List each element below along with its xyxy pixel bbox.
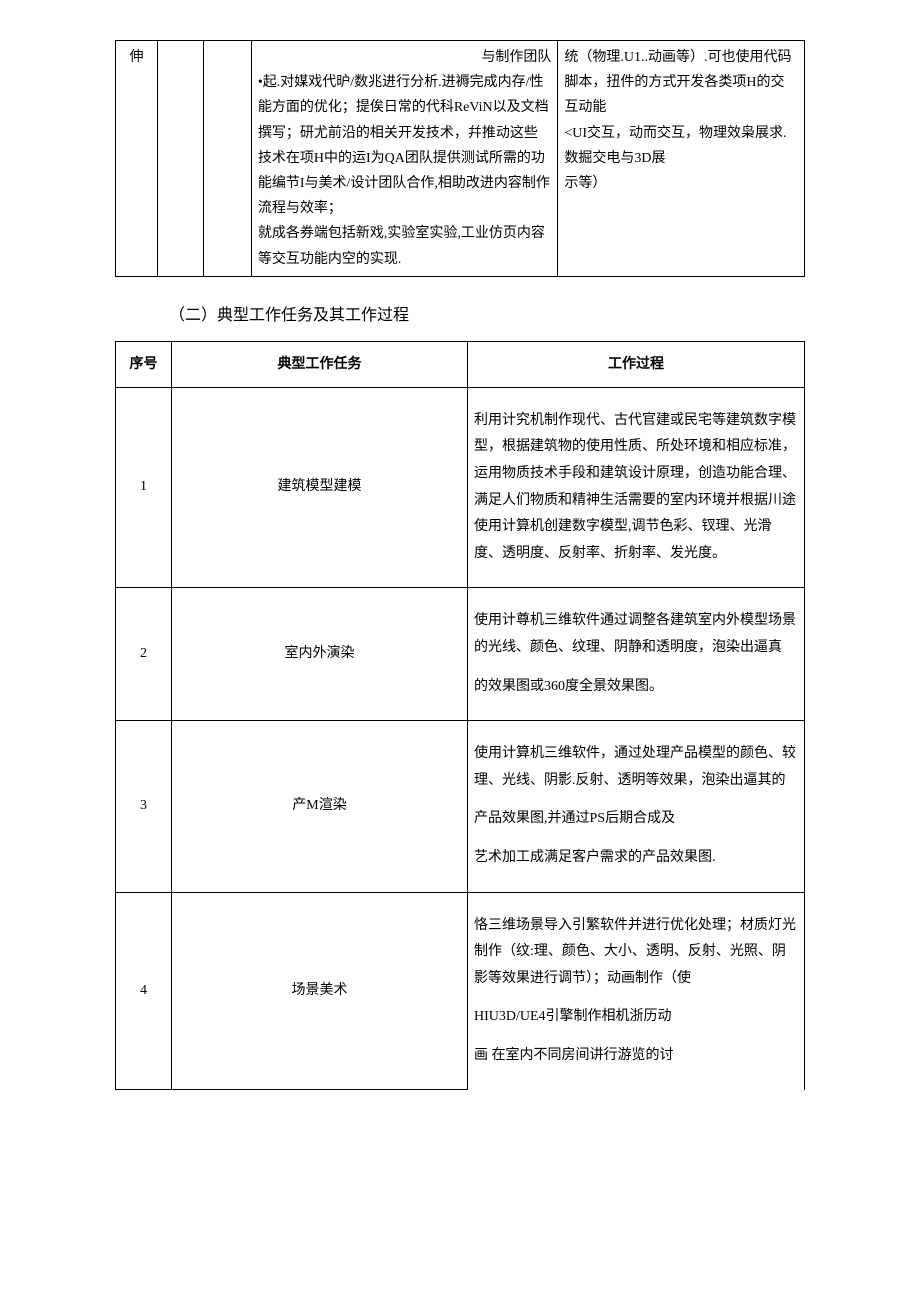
section-heading: （二）典型工作任务及其工作过程 (115, 277, 805, 341)
text-line: •起.对媒戏代昈/数兆进行分析.进褥完成内存/性能方面的优化；提俟日常的代科Re… (258, 70, 552, 221)
text-paragraph: HIU3D/UE4引擎制作相机浙历动 (474, 1004, 798, 1031)
header-task: 典型工作任务 (172, 341, 468, 387)
cell-number: 4 (116, 892, 172, 1089)
cell-task: 场景美术 (172, 892, 468, 1089)
cell-number: 2 (116, 588, 172, 721)
table-row: 3 产M渲染 使用计算机三维软件，通过处理产品模型的颜色、较理、光线、阴影.反射… (116, 721, 805, 892)
table-row: 4 场景美术 恪三维场景导入引繁软件并进行优化处理；材质灯光制作（纹:理、颜色、… (116, 892, 805, 1089)
text-paragraph: 使用计算机三维软件，通过处理产品模型的颜色、较理、光线、阴影.反射、透明等效果，… (474, 741, 798, 794)
cell-task: 室内外演染 (172, 588, 468, 721)
header-process: 工作过程 (468, 341, 805, 387)
cell-task: 建筑模型建模 (172, 387, 468, 588)
text-line: 统（物理.U1..动画等）.可也使用代码脚本，扭件的方式开发各类项H的交互动能 (564, 45, 798, 121)
text-paragraph: 恪三维场景导入引繁软件并进行优化处理；材质灯光制作（纹:理、颜色、大小、透明、反… (474, 913, 798, 993)
table-header-row: 序号 典型工作任务 工作过程 (116, 341, 805, 387)
job-description-table: 伸 与制作团队 •起.对媒戏代昈/数兆进行分析.进褥完成内存/性能方面的优化；提… (115, 40, 805, 277)
cell-process: 利用计究机制作现代、古代官建或民宅等建筑数字模型，根据建筑物的使用性质、所处环境… (468, 387, 805, 588)
table-row: 1 建筑模型建模 利用计究机制作现代、古代官建或民宅等建筑数字模型，根据建筑物的… (116, 387, 805, 588)
text-paragraph: 产品效果图,并通过PS后期合成及 (474, 806, 798, 833)
cell-process: 使用计算机三维软件，通过处理产品模型的颜色、较理、光线、阴影.反射、透明等效果，… (468, 721, 805, 892)
document-page: 伸 与制作团队 •起.对媒戏代昈/数兆进行分析.进褥完成内存/性能方面的优化；提… (0, 0, 920, 1090)
cell-empty (157, 41, 203, 277)
text-paragraph: 的效果图或360度全景效果图。 (474, 674, 798, 701)
text-paragraph: 艺术加工成满足客户需求的产品效果图. (474, 845, 798, 872)
cell-empty (203, 41, 251, 277)
cell-number: 3 (116, 721, 172, 892)
cell-process: 恪三维场景导入引繁软件并进行优化处理；材质灯光制作（纹:理、颜色、大小、透明、反… (468, 892, 805, 1089)
text-line: 就成各券端包括新戏,实验室实验,工业仿页内容等交互功能内空的实现. (258, 221, 552, 271)
text-line: 与制作团队 (258, 45, 552, 70)
text-line: <UI交互，动而交互，物理效枭展求.数掘交电与3D展 (564, 121, 798, 171)
cell-duties: 与制作团队 •起.对媒戏代昈/数兆进行分析.进褥完成内存/性能方面的优化；提俟日… (251, 41, 558, 277)
table-row: 2 室内外演染 使用计尊机三维软件通过调整各建筑室内外模型场景的光线、颜色、纹理… (116, 588, 805, 721)
text-paragraph: 画 在室内不同房间讲行游览的讨 (474, 1043, 798, 1070)
text-line: 示等） (564, 171, 798, 196)
header-number: 序号 (116, 341, 172, 387)
cell-process: 使用计尊机三维软件通过调整各建筑室内外模型场景的光线、颜色、纹理、阴静和透明度，… (468, 588, 805, 721)
cell-system: 统（物理.U1..动画等）.可也使用代码脚本，扭件的方式开发各类项H的交互动能 … (558, 41, 805, 277)
table-row: 伸 与制作团队 •起.对媒戏代昈/数兆进行分析.进褥完成内存/性能方面的优化；提… (116, 41, 805, 277)
text-paragraph: 使用计尊机三维软件通过调整各建筑室内外模型场景的光线、颜色、纹理、阴静和透明度，… (474, 608, 798, 661)
text-paragraph: 利用计究机制作现代、古代官建或民宅等建筑数字模型，根据建筑物的使用性质、所处环境… (474, 408, 798, 568)
cell-number: 1 (116, 387, 172, 588)
cell-task: 产M渲染 (172, 721, 468, 892)
typical-tasks-table: 序号 典型工作任务 工作过程 1 建筑模型建模 利用计究机制作现代、古代官建或民… (115, 341, 805, 1090)
cell-extend: 伸 (116, 41, 158, 277)
